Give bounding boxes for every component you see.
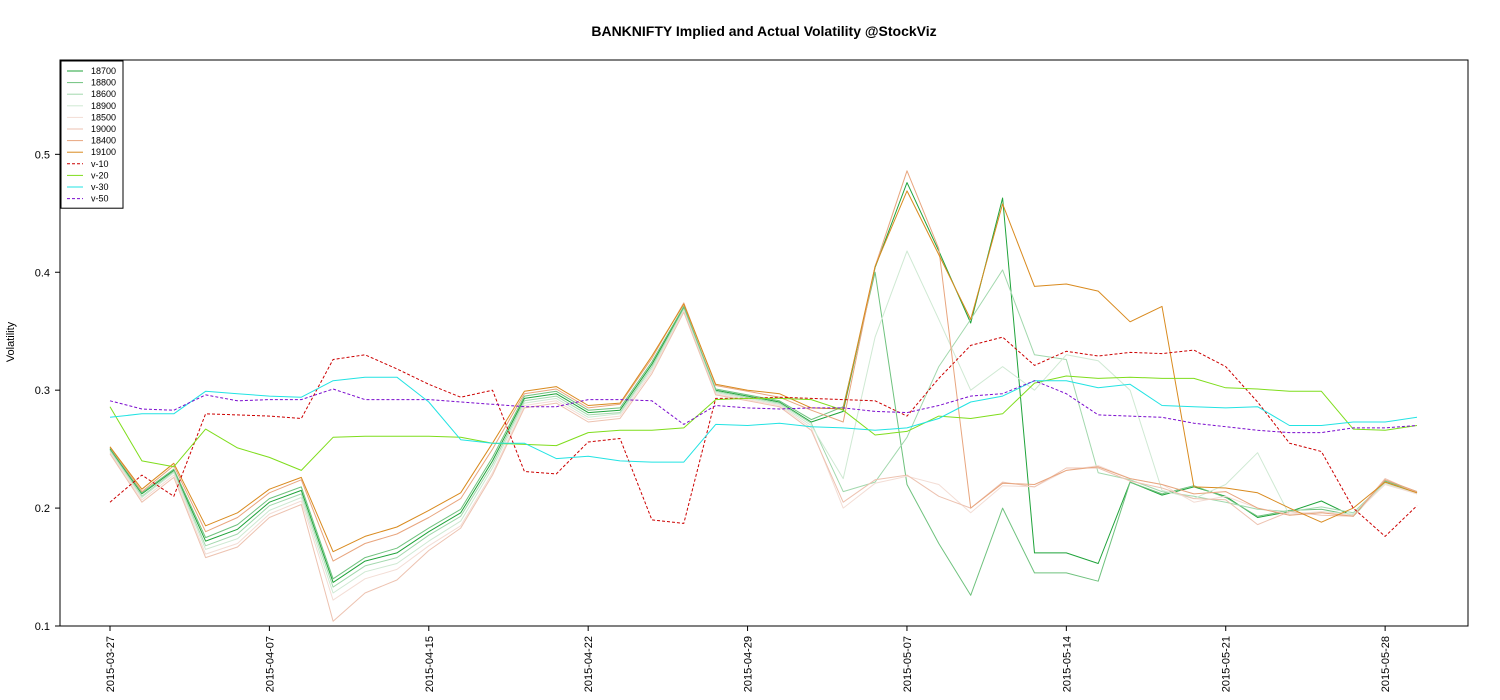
series-line-v-20 [109,375,1418,471]
y-tick-label: 0.5 [35,149,50,161]
legend-label: v-50 [91,194,109,204]
y-tick-label: 0.1 [35,621,50,633]
legend-label: 18600 [91,89,116,99]
x-axis: 2015-03-27 2015-04-07 2015-04-15 2015-04-22… [105,626,1392,692]
y-tick-label: 0.4 [35,267,50,279]
series-lines [109,170,1418,622]
legend-label: 19000 [91,124,116,134]
legend-box [60,60,124,209]
chart-title: BANKNIFTY Implied and Actual Volatility … [591,23,936,39]
series-line-18800 [109,271,1418,596]
legend-label: v-20 [91,170,109,180]
series-line-19100 [109,190,1418,553]
legend-label: v-10 [91,159,109,169]
y-axis-label: Volatility [5,321,17,362]
series-line-18900 [109,250,1418,594]
legend-label: 18900 [91,101,116,111]
x-tick-label: 2015-05-21 [1221,636,1233,692]
y-axis: 0.1 0.2 0.3 0.4 0.5 [35,149,60,633]
legend-label: 18400 [91,136,116,146]
legend-label: 18500 [91,112,116,122]
series-line-19000 [109,311,1418,622]
legend-label: v-30 [91,182,109,192]
legend-label: 19100 [91,147,116,157]
series-line-v-10 [109,336,1418,537]
plot-frame [59,59,1469,627]
x-tick-label: 2015-05-14 [1061,636,1073,692]
series-line-18500 [109,310,1418,601]
x-tick-label: 2015-04-07 [264,636,276,692]
series-line-18700 [109,182,1418,583]
x-tick-label: 2015-05-28 [1380,636,1392,692]
x-tick-label: 2015-04-15 [424,636,436,692]
series-line-v-50 [109,380,1418,434]
y-tick-label: 0.3 [35,385,50,397]
series-line-18600 [109,269,1418,588]
x-tick-label: 2015-03-27 [105,636,117,692]
x-tick-label: 2015-04-22 [583,636,595,692]
series-line-18400 [109,170,1418,562]
series-line-v-30 [109,376,1418,463]
legend-label: 18800 [91,78,116,88]
x-tick-label: 2015-05-07 [902,636,914,692]
legend-label: 18700 [91,66,116,76]
y-tick-label: 0.2 [35,503,50,515]
x-tick-label: 2015-04-29 [743,636,755,692]
